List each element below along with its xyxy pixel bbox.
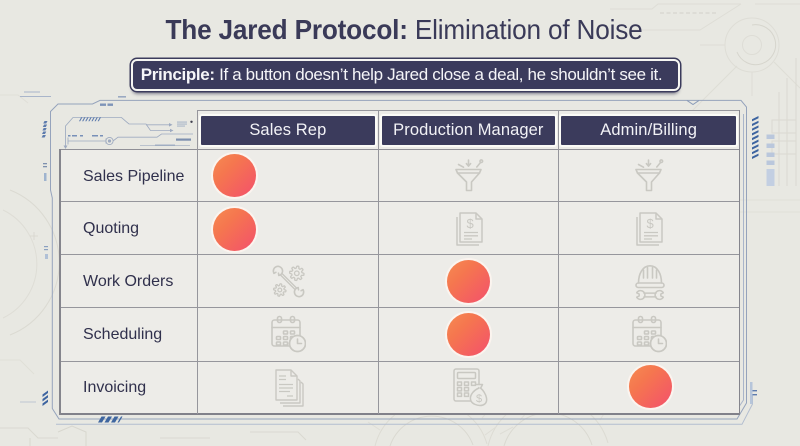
svg-text:$: $: [467, 216, 475, 231]
svg-text:$: $: [646, 216, 654, 231]
svg-text:$: $: [476, 393, 482, 405]
